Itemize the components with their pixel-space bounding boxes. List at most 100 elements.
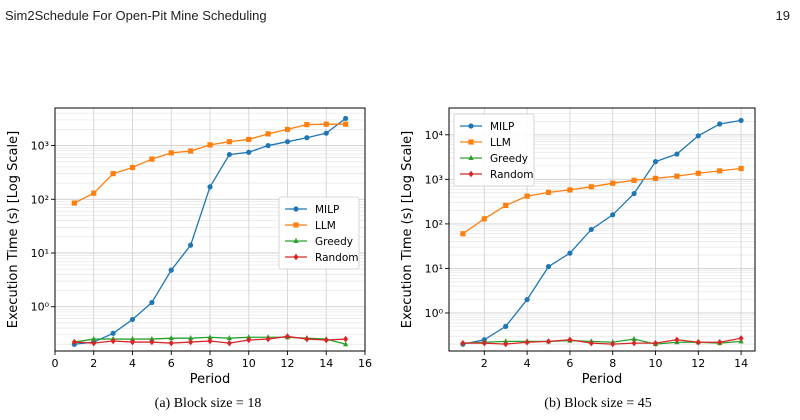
data-point-random: [284, 333, 291, 340]
data-point-milp: [246, 149, 252, 155]
data-point-llm: [91, 190, 97, 196]
data-point-random: [588, 339, 594, 347]
data-point-greedy: [246, 334, 252, 340]
x-tick-label: 6: [566, 357, 573, 370]
legend-label: MILP: [490, 121, 514, 133]
data-point-random: [188, 338, 194, 346]
data-point-milp: [503, 323, 509, 329]
series-line-random: [462, 337, 742, 345]
data-point-random: [71, 338, 77, 346]
x-axis-label: Period: [190, 372, 231, 387]
data-point-llm: [149, 156, 155, 162]
data-point-milp: [304, 135, 310, 141]
data-point-random: [304, 335, 310, 343]
data-point-llm: [226, 139, 232, 145]
data-point-llm: [265, 131, 271, 137]
x-tick-label: 4: [129, 357, 136, 370]
data-point-milp: [323, 130, 329, 136]
caption-a: (a) Block size = 18: [154, 396, 262, 411]
data-point-random: [717, 339, 723, 346]
data-point-random: [129, 338, 136, 346]
data-point-llm: [717, 168, 723, 174]
data-point-random: [481, 339, 487, 347]
data-point-random: [545, 338, 552, 345]
data-point-llm: [188, 148, 194, 154]
legend-label: MILP: [315, 204, 339, 216]
data-point-llm: [695, 170, 701, 176]
data-point-greedy: [343, 341, 349, 347]
data-point-random: [652, 339, 659, 347]
data-point-milp: [129, 316, 136, 323]
data-point-greedy: [503, 338, 509, 344]
data-point-milp: [610, 212, 616, 218]
data-point-llm: [71, 200, 77, 206]
data-point-random: [674, 336, 680, 343]
legend-label: Greedy: [315, 236, 353, 248]
series-random: [460, 335, 744, 348]
page-number: 19: [775, 8, 790, 23]
series-line-milp: [462, 119, 742, 345]
legend-marker: [468, 170, 474, 178]
data-point-llm: [674, 173, 680, 179]
data-point-random: [567, 336, 573, 343]
data-point-milp: [695, 133, 701, 139]
data-point-greedy: [129, 335, 136, 342]
data-point-greedy: [226, 334, 232, 341]
data-point-random: [91, 339, 97, 347]
legend-marker: [293, 222, 299, 228]
x-tick-label: 2: [481, 357, 488, 370]
legend-label: Random: [490, 169, 533, 181]
data-point-llm: [246, 136, 252, 143]
y-axis-label: Execution Time (s) [Log Scale]: [6, 131, 21, 328]
data-point-milp: [168, 267, 174, 273]
data-point-milp: [545, 263, 552, 270]
legend-label: Greedy: [490, 153, 528, 165]
legend-marker: [468, 139, 474, 145]
data-point-milp: [588, 226, 594, 233]
x-tick-label: 14: [319, 357, 333, 370]
data-point-llm: [610, 180, 616, 186]
data-point-llm: [323, 121, 329, 127]
data-point-random: [207, 337, 213, 345]
data-point-milp: [207, 184, 213, 190]
data-point-llm: [343, 121, 349, 127]
data-point-milp: [149, 299, 155, 306]
legend-marker: [468, 123, 474, 129]
x-tick-label: 0: [52, 357, 59, 370]
data-point-milp: [652, 159, 659, 165]
chart-block-size-18: 0 2 4 6 8 10 12 14 16 10⁰ 10¹ 10² 10³ Period Execution…: [6, 107, 372, 387]
legend-marker: [293, 206, 299, 212]
data-point-random: [460, 339, 466, 347]
y-tick-label: 10⁰: [425, 307, 444, 320]
data-point-greedy: [168, 334, 174, 341]
legend-label: Random: [315, 252, 358, 264]
x-axis-label: Period: [582, 372, 623, 387]
x-tick-label: 16: [358, 357, 372, 370]
y-tick-label: 10⁰: [31, 301, 50, 314]
data-point-llm: [503, 202, 509, 209]
data-point-random: [738, 335, 744, 342]
x-tick-label: 8: [207, 357, 214, 370]
data-point-greedy: [631, 335, 637, 342]
running-title: Sim2Schedule For Open-Pit Mine Schedulin…: [5, 8, 267, 23]
data-point-random: [610, 340, 616, 348]
legend: MILP LLM Greedy Random: [278, 196, 360, 270]
data-point-milp: [265, 142, 271, 149]
data-point-random: [503, 340, 509, 348]
data-point-random: [524, 339, 530, 346]
data-point-llm: [652, 175, 659, 182]
legend-label: LLM: [490, 137, 511, 149]
plot-frame: [448, 107, 756, 352]
legend-box: [278, 196, 360, 270]
data-point-greedy: [91, 335, 97, 342]
y-tick-label: 10²: [425, 218, 443, 231]
data-point-random: [226, 339, 232, 347]
data-point-milp: [567, 250, 573, 256]
legend-label: LLM: [315, 220, 336, 232]
data-point-random: [323, 336, 329, 344]
data-point-milp: [631, 190, 637, 197]
series-line-llm: [462, 167, 742, 235]
data-point-milp: [717, 121, 723, 127]
x-tick-label: 10: [242, 357, 256, 370]
data-point-random: [246, 336, 252, 344]
